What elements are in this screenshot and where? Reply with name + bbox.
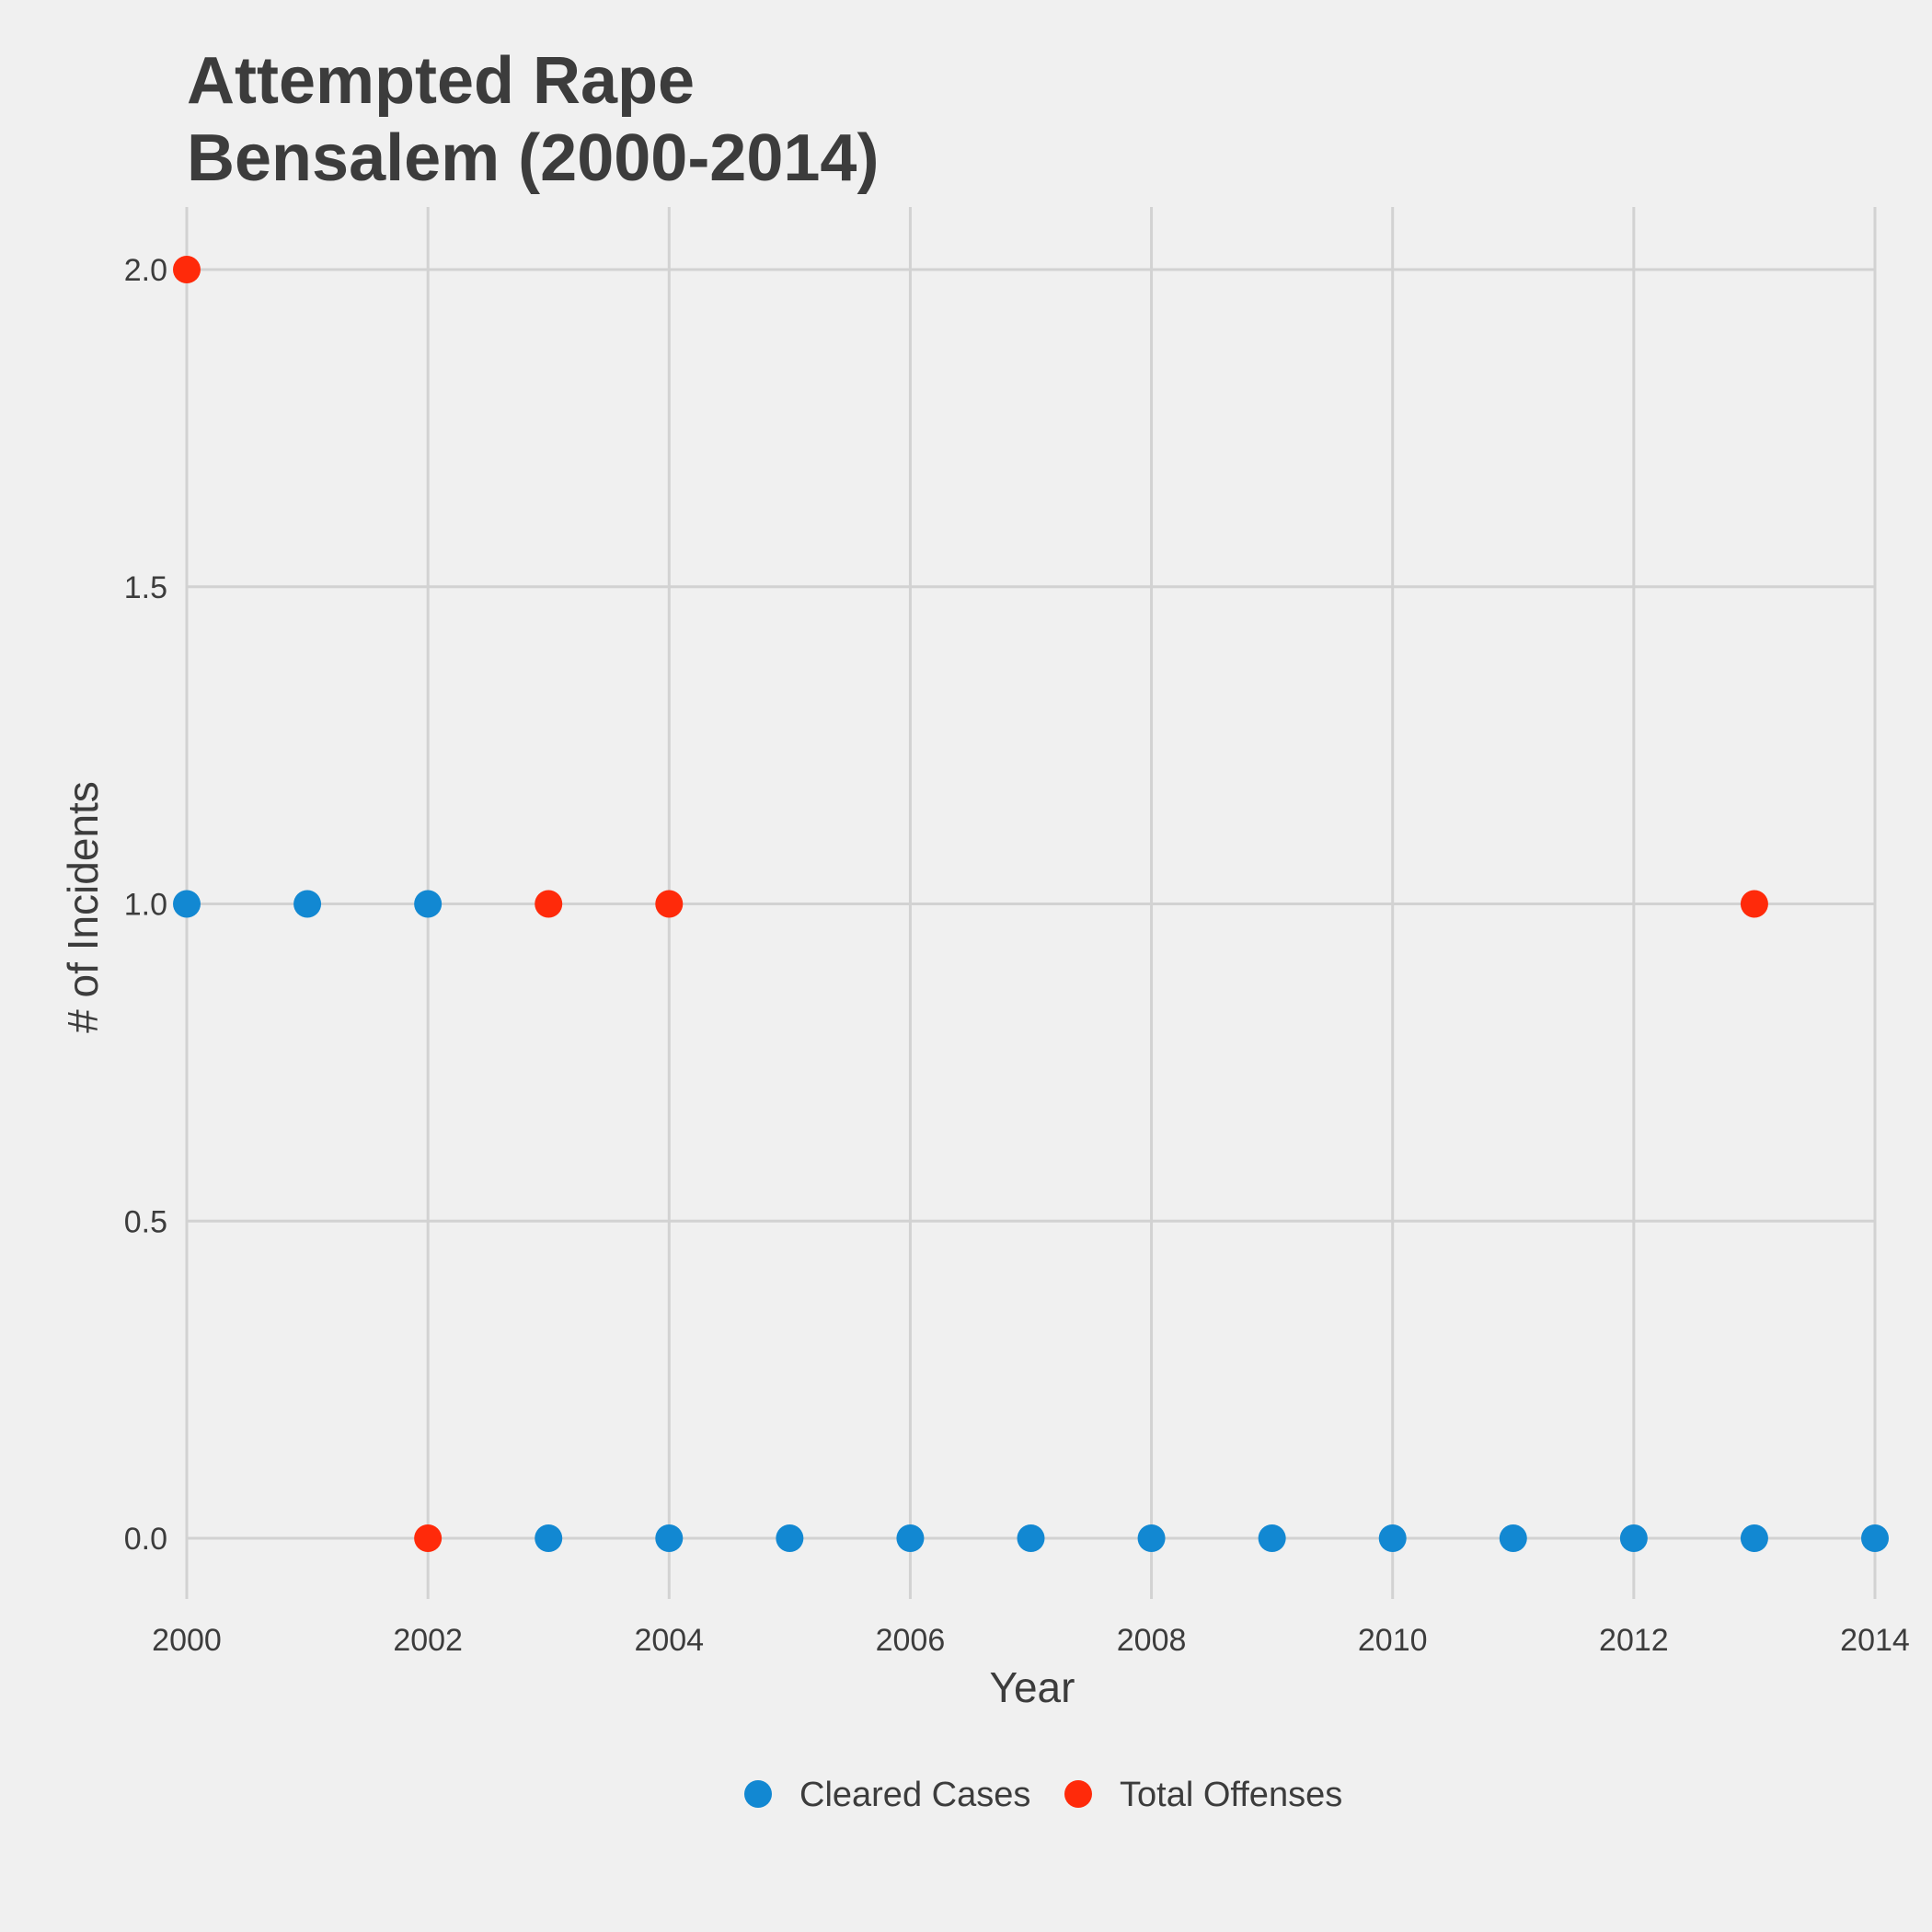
legend-total-offenses-marker xyxy=(1064,1780,1092,1808)
legend: Cleared Cases Total Offenses xyxy=(744,1776,1342,1814)
x-tick-label: 2002 xyxy=(393,1623,463,1658)
y-axis-ticks: 0.0 0.5 1.0 1.5 2.0 xyxy=(124,253,167,1557)
x-tick-label: 2000 xyxy=(152,1623,222,1658)
cleared-cases-point xyxy=(776,1524,804,1552)
y-tick-label: 1.0 xyxy=(124,888,167,923)
y-tick-label: 2.0 xyxy=(124,253,167,288)
total-offenses-point xyxy=(1740,890,1768,918)
legend-total-offenses-label: Total Offenses xyxy=(1120,1776,1342,1814)
x-tick-label: 2004 xyxy=(634,1623,704,1658)
cleared-cases-point xyxy=(535,1524,563,1552)
y-axis-title: # of Incidents xyxy=(59,781,107,1033)
x-tick-label: 2012 xyxy=(1599,1623,1669,1658)
x-tick-label: 2008 xyxy=(1117,1623,1187,1658)
chart-title-line2: Bensalem (2000-2014) xyxy=(187,121,879,195)
y-tick-label: 0.0 xyxy=(124,1522,167,1557)
x-tick-label: 2014 xyxy=(1840,1623,1910,1658)
total-offenses-point xyxy=(655,890,684,918)
x-axis-ticks: 2000 2002 2004 2006 2008 2010 2012 2014 xyxy=(152,1623,1910,1658)
plot-points xyxy=(173,256,1889,1552)
total-offenses-point xyxy=(535,890,563,918)
cleared-cases-point xyxy=(1740,1524,1768,1552)
cleared-cases-point xyxy=(1619,1524,1648,1552)
cleared-cases-point xyxy=(655,1524,684,1552)
legend-cleared-cases-label: Cleared Cases xyxy=(799,1776,1030,1814)
cleared-cases-point xyxy=(1861,1524,1889,1552)
total-offenses-point xyxy=(173,256,201,283)
cleared-cases-point xyxy=(896,1524,925,1552)
x-tick-label: 2010 xyxy=(1358,1623,1428,1658)
cleared-cases-point xyxy=(1378,1524,1407,1552)
cleared-cases-point xyxy=(1017,1524,1045,1552)
cleared-cases-point xyxy=(1137,1524,1166,1552)
total-offenses-point xyxy=(414,1524,443,1552)
legend-cleared-cases-marker xyxy=(744,1780,772,1808)
cleared-cases-point xyxy=(1258,1524,1286,1552)
cleared-cases-point xyxy=(293,890,322,918)
cleared-cases-point xyxy=(414,890,443,918)
cleared-cases-point xyxy=(173,890,201,918)
x-axis-title: Year xyxy=(990,1663,1075,1711)
chart-title-line1: Attempted Rape xyxy=(187,44,695,118)
x-tick-label: 2006 xyxy=(876,1623,946,1658)
cleared-cases-point xyxy=(1499,1524,1527,1552)
y-tick-label: 1.5 xyxy=(124,570,167,605)
y-tick-label: 0.5 xyxy=(124,1204,167,1239)
